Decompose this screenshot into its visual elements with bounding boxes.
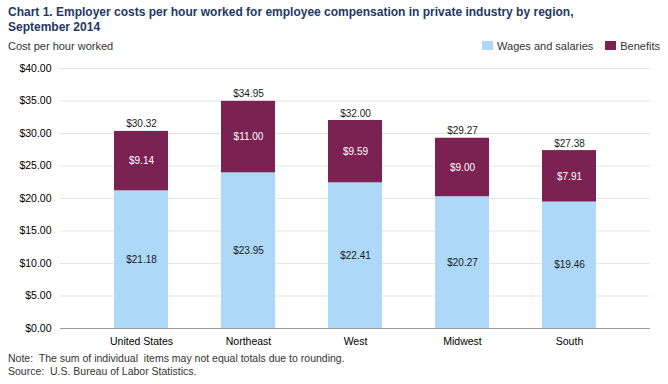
svg-text:$27.38: $27.38 [554, 138, 585, 149]
svg-text:$25.00: $25.00 [19, 159, 51, 171]
html-text:Note: The sum of individual it: Note: The sum of individual items may no… [8, 352, 345, 364]
svg-text:$0.00: $0.00 [25, 322, 51, 334]
svg-text:$11.00: $11.00 [234, 131, 264, 142]
svg-text:$34.95: $34.95 [233, 88, 264, 99]
html-text:September 2014: September 2014 [8, 20, 101, 34]
html-text:Cost per hour worked: Cost per hour worked [8, 39, 114, 52]
svg-text:$7.91: $7.91 [557, 171, 582, 182]
svg-text:$5.00: $5.00 [25, 289, 51, 301]
svg-text:West: West [344, 335, 368, 347]
svg-text:$10.00: $10.00 [19, 257, 51, 269]
svg-text:$20.27: $20.27 [447, 257, 478, 268]
svg-text:$15.00: $15.00 [19, 224, 51, 236]
svg-text:$9.00: $9.00 [450, 162, 475, 173]
svg-text:$29.27: $29.27 [447, 125, 478, 136]
svg-text:$22.41: $22.41 [340, 250, 371, 261]
svg-text:$23.95: $23.95 [233, 245, 264, 256]
html-text:Wages and salaries: Wages and salaries [497, 39, 594, 52]
svg-text:$35.00: $35.00 [19, 94, 51, 106]
svg-text:South: South [556, 335, 584, 347]
svg-text:Northeast: Northeast [226, 335, 272, 347]
svg-text:$19.46: $19.46 [554, 259, 585, 270]
html-text:Source: U.S. Bureau of Labor S: Source: U.S. Bureau of Labor Statistics. [8, 365, 197, 377]
svg-text:$9.14: $9.14 [129, 155, 154, 166]
html-text:Benefits: Benefits [620, 39, 660, 52]
svg-text:$32.00: $32.00 [340, 108, 371, 119]
svg-text:$30.00: $30.00 [19, 127, 51, 139]
html-text:Chart 1. Employer costs per ho: Chart 1. Employer costs per hour worked … [8, 5, 574, 19]
svg-text:$40.00: $40.00 [19, 62, 51, 74]
svg-text:$9.59: $9.59 [343, 146, 368, 157]
svg-text:United States: United States [110, 335, 173, 347]
svg-text:$20.00: $20.00 [19, 192, 51, 204]
svg-text:Midwest: Midwest [443, 335, 482, 347]
svg-text:$21.18: $21.18 [126, 254, 157, 265]
svg-text:$30.32: $30.32 [126, 118, 157, 129]
